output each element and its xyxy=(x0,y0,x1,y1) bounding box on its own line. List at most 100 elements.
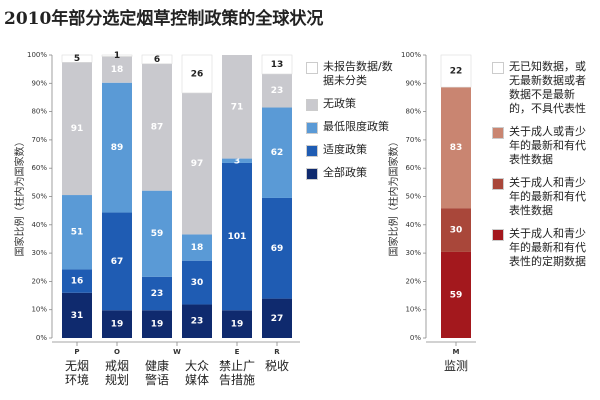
chart-title: 2010年部分选定烟草控制政策的全球状况 xyxy=(4,9,324,29)
legend-label: 关于成人和青少年的最新和有代表性的定期数据 xyxy=(509,227,586,268)
bar-segment xyxy=(101,54,133,57)
data-label: 101 xyxy=(228,232,247,242)
bar-segment xyxy=(222,310,252,338)
data-label: 59 xyxy=(151,229,164,239)
y-tick-label: 100% xyxy=(401,51,421,59)
legend-label: 关于成人或青少年的最新和有代表性数据 xyxy=(509,125,586,166)
data-label: 19 xyxy=(111,320,124,330)
y-tick-label: 90% xyxy=(31,79,47,87)
bar-segment xyxy=(102,82,132,213)
data-label: 51 xyxy=(71,228,84,238)
bar-segment xyxy=(182,304,212,338)
data-label: 19 xyxy=(231,320,244,330)
legend-swatch xyxy=(492,127,504,139)
x-tick-label: 无烟环境 xyxy=(64,359,89,387)
bar-segment xyxy=(102,56,132,83)
legend-item: 关于成人和青少年的最新和有代表性数据 xyxy=(492,176,596,218)
data-label: 1 xyxy=(114,51,120,61)
letter-label: W xyxy=(173,348,181,356)
data-label: 67 xyxy=(111,257,124,267)
y-axis-label: 国家比例（柱内为国家数） xyxy=(13,137,26,257)
y-axis-label: 国家比例（柱内为国家数） xyxy=(387,137,400,257)
data-label: 22 xyxy=(450,67,463,77)
bar-segment xyxy=(262,73,292,108)
data-label: 23 xyxy=(151,289,164,299)
legend-swatch xyxy=(306,145,318,157)
letter-label: R xyxy=(274,348,280,356)
data-label: 71 xyxy=(231,102,244,112)
bar-segment xyxy=(182,92,212,235)
legend-swatch xyxy=(492,62,504,74)
y-tick-label: 40% xyxy=(31,221,47,229)
bar-segment xyxy=(141,54,173,65)
bar-segment xyxy=(62,292,92,338)
bar-segment xyxy=(102,310,132,338)
data-label: 69 xyxy=(271,244,284,254)
data-label: 27 xyxy=(271,314,284,324)
data-label: 13 xyxy=(271,60,284,70)
y-tick-label: 80% xyxy=(31,108,47,116)
bar-segment xyxy=(441,251,471,338)
y-tick-label: 100% xyxy=(27,51,47,59)
bar-segment xyxy=(441,208,471,252)
data-label: 5 xyxy=(74,54,80,64)
legend-label: 未报告数据/数据未分类 xyxy=(323,60,393,87)
y-tick-label: 50% xyxy=(405,193,421,201)
bar-segment xyxy=(142,190,172,277)
bar-segment xyxy=(62,62,92,196)
bar-segment xyxy=(222,162,252,311)
bar-segment xyxy=(181,54,213,94)
letter-label: M xyxy=(453,348,460,356)
legend-item: 关于成人或青少年的最新和有代表性数据 xyxy=(492,125,596,167)
x-tick-label: 税收 xyxy=(264,359,289,373)
data-label: 26 xyxy=(191,69,204,79)
legend-item: 未报告数据/数据未分类 xyxy=(306,60,394,88)
data-label: 91 xyxy=(71,124,84,134)
y-tick-label: 30% xyxy=(405,249,421,257)
x-tick-label: 大众媒体 xyxy=(184,359,209,387)
legend-swatch xyxy=(306,122,318,134)
y-tick-label: 30% xyxy=(31,249,47,257)
legend-label: 适度政策 xyxy=(323,143,367,156)
data-label: 97 xyxy=(191,159,204,169)
data-label: 30 xyxy=(191,278,204,288)
data-label: 23 xyxy=(191,317,204,327)
y-tick-label: 10% xyxy=(31,306,47,314)
data-label: 16 xyxy=(71,277,84,287)
data-label: 59 xyxy=(450,290,463,300)
legend-label: 无政策 xyxy=(323,97,356,110)
legend-swatch xyxy=(492,229,504,241)
legend-swatch xyxy=(306,62,318,74)
y-tick-label: 70% xyxy=(31,136,47,144)
letter-label: O xyxy=(114,348,120,356)
data-label: 62 xyxy=(271,148,284,158)
y-tick-label: 20% xyxy=(31,277,47,285)
legend-item: 无已知数据，或无最新数据或者数据不是最新的，不具代表性 xyxy=(492,60,596,116)
bar-segment xyxy=(182,234,212,261)
y-tick-label: 90% xyxy=(405,79,421,87)
legend-swatch xyxy=(492,178,504,190)
bar-segment xyxy=(440,54,472,88)
legend-item: 最低限度政策 xyxy=(306,120,394,134)
x-tick-label: 健康警语 xyxy=(144,359,169,387)
data-label: 18 xyxy=(111,65,124,75)
bar-segment xyxy=(61,54,93,63)
data-label: 19 xyxy=(151,320,164,330)
legend-item: 全部政策 xyxy=(306,166,394,180)
legend-swatch xyxy=(306,99,318,111)
data-label: 83 xyxy=(450,143,463,153)
bar-segment xyxy=(142,276,172,311)
bar-segment xyxy=(102,212,132,311)
data-label: 18 xyxy=(191,243,204,253)
y-tick-label: 50% xyxy=(31,193,47,201)
data-label: 6 xyxy=(154,55,160,65)
x-tick-label: 戒烟规划 xyxy=(104,359,129,387)
data-label: 31 xyxy=(71,311,84,321)
data-label: 89 xyxy=(111,143,124,153)
legend: 未报告数据/数据未分类无政策最低限度政策适度政策全部政策 xyxy=(306,60,394,189)
bar-segment xyxy=(62,195,92,270)
bar-segment xyxy=(142,63,172,191)
data-label: 3 xyxy=(234,156,240,166)
